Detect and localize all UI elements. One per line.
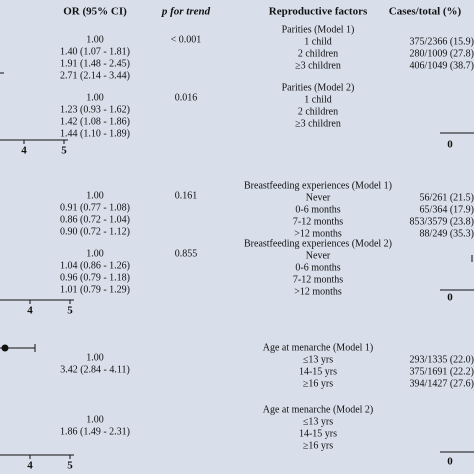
section-title: Breastfeeding experiences (Model 2) [244, 238, 392, 249]
factor: >12 months [294, 228, 342, 239]
or-ci: 1.00 [86, 414, 104, 425]
factor: 1 child [304, 36, 332, 47]
factor: 7-12 months [293, 274, 343, 285]
tick-label: 4 [27, 305, 33, 317]
p-trend: < 0.001 [171, 34, 202, 45]
header-cases: Cases/total (%) [389, 6, 462, 18]
or-ci: 2.71 (2.14 - 3.44) [60, 70, 130, 81]
cases: 88/249 (35.3) [420, 228, 474, 239]
section-title: Age at menarche (Model 2) [263, 404, 374, 415]
cases: 280/1009 (27.8) [410, 48, 474, 59]
factor: ≥16 yrs [303, 440, 333, 451]
or-ci: 1.23 (0.93 - 1.62) [60, 104, 130, 115]
or-ci: 1.01 (0.79 - 1.29) [60, 284, 130, 295]
cases: 56/261 (21.5) [420, 192, 474, 203]
or-ci: 1.40 (1.07 - 1.81) [60, 46, 130, 57]
section-title: Parities (Model 1) [282, 24, 355, 35]
or-ci: 1.00 [86, 190, 104, 201]
tick-label: 0 [447, 139, 453, 151]
cases: 394/1427 (27.6) [410, 378, 474, 389]
cases: 853/3579 (23.8) [410, 216, 474, 227]
tick-label: 0 [447, 292, 453, 304]
or-ci: 1.04 (0.86 - 1.26) [60, 260, 130, 271]
tick-label: 5 [61, 145, 67, 157]
factor: Never [306, 250, 331, 261]
factor: ≥3 children [295, 118, 341, 129]
p-trend: 0.161 [175, 190, 198, 201]
or-ci: 1.86 (1.49 - 2.31) [60, 426, 130, 437]
tick-label: 4 [27, 460, 33, 472]
cases: 293/1335 (22.0) [410, 354, 474, 365]
section-title: Breastfeeding experiences (Model 1) [244, 180, 392, 191]
or-ci: 0.90 (0.72 - 1.12) [60, 226, 130, 237]
header-or: OR (95% CI) [63, 6, 127, 18]
p-trend: 0.016 [175, 92, 198, 103]
factor: 14-15 yrs [299, 366, 337, 377]
factor: ≤13 yrs [303, 354, 333, 365]
cases: 375/2366 (15.9) [410, 36, 474, 47]
factor: 0-6 months [295, 262, 340, 273]
cases: 406/1049 (38.7) [410, 60, 474, 71]
factor: 0-6 months [295, 204, 340, 215]
tick-label: 0 [447, 456, 453, 468]
factor: 2 children [298, 106, 338, 117]
or-ci: 1.91 (1.48 - 2.45) [60, 58, 130, 69]
header-factors: Reproductive factors [269, 6, 368, 18]
factor: Never [306, 192, 331, 203]
factor: 7-12 months [293, 216, 343, 227]
factor: ≤13 yrs [303, 416, 333, 427]
or-ci: 1.00 [86, 352, 104, 363]
factor: 1 child [304, 94, 332, 105]
tick-label: 4 [21, 145, 27, 157]
or-ci: 1.00 [86, 92, 104, 103]
header-p: p for trend [161, 6, 211, 18]
tick-label: 5 [67, 460, 73, 472]
factor: ≥16 yrs [303, 378, 333, 389]
tick-label: 5 [67, 305, 73, 317]
factor: >12 months [294, 286, 342, 297]
or-ci: 1.00 [86, 34, 104, 45]
factor: 2 children [298, 48, 338, 59]
or-ci: 1.42 (1.08 - 1.86) [60, 116, 130, 127]
factor: 14-15 yrs [299, 428, 337, 439]
cases: 375/1691 (22.2) [410, 366, 474, 377]
factor: ≥3 children [295, 60, 341, 71]
or-ci: 0.91 (0.77 - 1.08) [60, 202, 130, 213]
p-trend: 0.855 [175, 248, 198, 259]
or-ci: 1.00 [86, 248, 104, 259]
or-ci: 0.96 (0.79 - 1.18) [60, 272, 130, 283]
or-ci: 0.86 (0.72 - 1.04) [60, 214, 130, 225]
section-title: Parities (Model 2) [282, 82, 355, 93]
or-ci: 1.44 (1.10 - 1.89) [60, 128, 130, 139]
cases: 65/364 (17.9) [420, 204, 474, 215]
or-ci: 3.42 (2.84 - 4.11) [60, 364, 130, 375]
section-title: Age at menarche (Model 1) [263, 342, 374, 353]
